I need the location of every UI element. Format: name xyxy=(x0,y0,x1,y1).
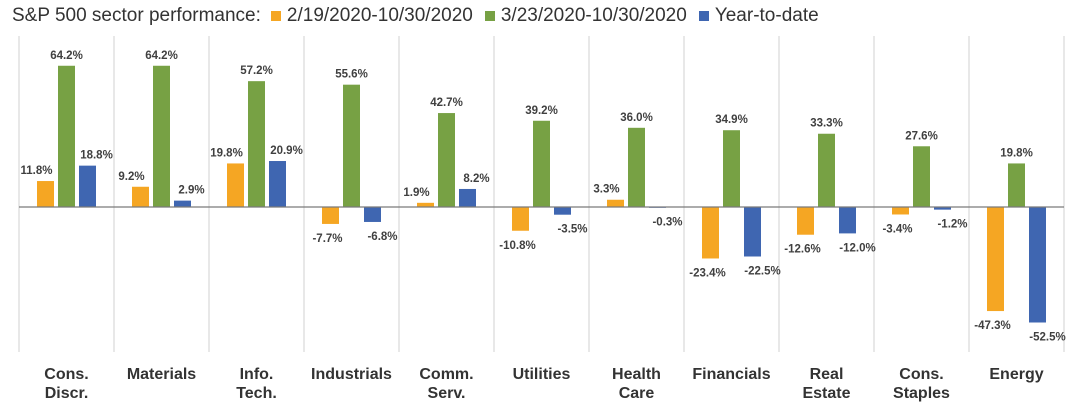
bar-series-3 xyxy=(1029,207,1046,323)
category-label: Comm. Serv. xyxy=(419,366,473,402)
bar-series-2 xyxy=(58,65,75,207)
data-label: 33.3% xyxy=(810,118,843,130)
legend-swatch-series-1 xyxy=(270,11,281,21)
legend-item-series-1: 2/19/2020-10/30/2020 xyxy=(270,5,473,27)
data-label: -10.8% xyxy=(499,240,535,252)
bar-series-3 xyxy=(744,207,761,257)
data-label: 57.2% xyxy=(240,65,273,77)
data-label: -3.4% xyxy=(882,223,912,235)
data-label: 19.8% xyxy=(1000,147,1033,159)
bar-series-3 xyxy=(364,207,381,222)
bar-series-1 xyxy=(132,186,149,207)
bar-series-2 xyxy=(628,127,645,207)
bar-series-2 xyxy=(438,113,455,207)
bar-series-2 xyxy=(153,65,170,207)
data-label: 39.2% xyxy=(525,105,558,117)
data-label: 18.8% xyxy=(80,150,113,162)
bar-series-3 xyxy=(934,207,951,210)
category-label: Materials xyxy=(127,366,196,383)
bar-series-3 xyxy=(79,165,96,207)
category-label: Utilities xyxy=(513,366,571,383)
data-label: 34.9% xyxy=(715,114,748,126)
bar-series-1 xyxy=(892,207,909,215)
data-label: 1.9% xyxy=(403,187,429,199)
bar-series-1 xyxy=(987,207,1004,312)
bar-series-1 xyxy=(417,202,434,207)
data-label: -23.4% xyxy=(689,267,725,279)
data-label: -47.3% xyxy=(974,320,1010,332)
data-label: -12.0% xyxy=(839,242,875,254)
data-label: -7.7% xyxy=(312,233,342,245)
category-label: Real Estate xyxy=(802,366,850,402)
data-label: 8.2% xyxy=(463,173,489,185)
data-label: -52.5% xyxy=(1029,332,1065,344)
bar-series-2 xyxy=(248,81,265,207)
legend-swatch-series-3 xyxy=(698,11,709,21)
data-label: -6.8% xyxy=(367,231,397,243)
data-label: -1.2% xyxy=(937,219,967,231)
data-label: 27.6% xyxy=(905,130,938,142)
bar-series-1 xyxy=(607,199,624,207)
bar-series-2 xyxy=(913,146,930,207)
legend-label-series-1: 2/19/2020-10/30/2020 xyxy=(286,5,473,26)
data-label: -3.5% xyxy=(557,224,587,236)
data-label: 11.8% xyxy=(21,165,53,177)
data-label: 55.6% xyxy=(335,69,368,81)
bar-series-1 xyxy=(322,207,339,224)
data-label: 2.9% xyxy=(178,185,204,197)
category-label: Info. Tech. xyxy=(236,366,277,402)
chart-title: S&P 500 sector performance: xyxy=(12,5,261,26)
data-label: 42.7% xyxy=(430,97,463,109)
bar-series-2 xyxy=(533,120,550,207)
legend-swatch-series-2 xyxy=(484,11,495,21)
data-label: -12.6% xyxy=(784,244,820,256)
category-label: Financials xyxy=(692,366,770,383)
data-label: 36.0% xyxy=(620,112,653,124)
bar-series-3 xyxy=(174,200,191,207)
legend-item-series-3: Year-to-date xyxy=(698,5,819,27)
bar-series-3 xyxy=(269,161,286,207)
data-label: 20.9% xyxy=(270,145,303,157)
bar-series-3 xyxy=(839,207,856,234)
legend: S&P 500 sector performance: 2/19/2020-10… xyxy=(12,4,831,28)
bar-series-1 xyxy=(37,181,54,207)
category-label: Health Care xyxy=(612,366,661,402)
data-label: 9.2% xyxy=(118,171,144,183)
data-label: 64.2% xyxy=(50,50,83,62)
bar-series-2 xyxy=(1008,163,1025,207)
bar-series-1 xyxy=(227,163,244,207)
bar-series-1 xyxy=(797,207,814,235)
legend-item-series-2: 3/23/2020-10/30/2020 xyxy=(484,5,687,27)
bar-series-2 xyxy=(818,133,835,207)
category-label: Industrials xyxy=(311,366,392,383)
legend-label-series-3: Year-to-date xyxy=(714,5,819,26)
legend-label-series-2: 3/23/2020-10/30/2020 xyxy=(500,5,687,26)
data-label: 3.3% xyxy=(593,184,619,196)
bar-series-3 xyxy=(554,207,571,215)
category-label: Energy xyxy=(989,366,1043,383)
bar-series-2 xyxy=(343,84,360,207)
data-label: -0.3% xyxy=(652,217,682,229)
data-label: 64.2% xyxy=(145,50,178,62)
bar-series-1 xyxy=(702,207,719,259)
bar-series-1 xyxy=(512,207,529,231)
data-label: 19.8% xyxy=(210,147,243,159)
bar-series-2 xyxy=(723,130,740,207)
bar-series-3 xyxy=(459,188,476,207)
category-label: Cons. Discr. xyxy=(44,366,88,402)
data-label: -22.5% xyxy=(744,266,780,278)
category-label: Cons. Staples xyxy=(893,366,950,402)
